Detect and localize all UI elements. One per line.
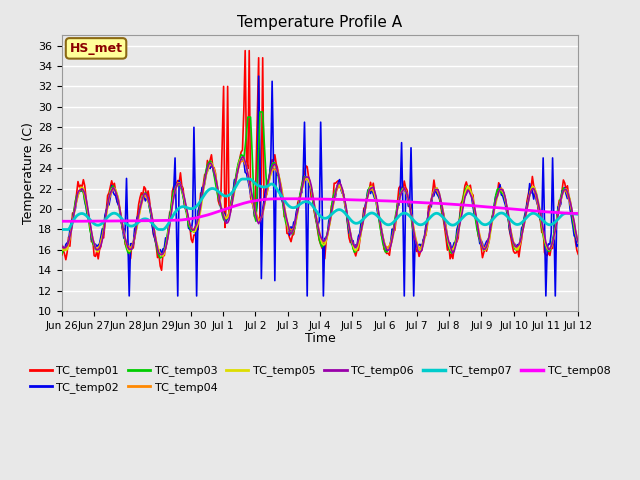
TC_temp06 bbox=[239, 154, 246, 160]
Title: Temperature Profile A: Temperature Profile A bbox=[237, 15, 403, 30]
TC_temp08 bbox=[506, 206, 513, 212]
TC_temp06 bbox=[326, 217, 334, 223]
TC_temp03 bbox=[256, 109, 264, 115]
TC_temp07 bbox=[574, 211, 582, 217]
TC_temp02 bbox=[92, 241, 99, 247]
TC_temp04 bbox=[240, 158, 248, 164]
TC_temp02 bbox=[125, 293, 133, 299]
TC_temp02 bbox=[255, 73, 262, 79]
Text: HS_met: HS_met bbox=[70, 42, 122, 55]
TC_temp03 bbox=[574, 236, 582, 242]
TC_temp02 bbox=[429, 192, 436, 198]
TC_temp03 bbox=[326, 215, 334, 220]
TC_temp02 bbox=[76, 188, 83, 193]
TC_temp01 bbox=[58, 252, 66, 258]
TC_temp04 bbox=[92, 244, 99, 250]
TC_temp08 bbox=[291, 196, 299, 202]
TC_temp06 bbox=[76, 188, 83, 193]
TC_temp06 bbox=[429, 192, 436, 198]
TC_temp05 bbox=[574, 240, 582, 245]
Y-axis label: Temperature (C): Temperature (C) bbox=[22, 122, 35, 224]
TC_temp06 bbox=[157, 252, 165, 258]
TC_temp06 bbox=[506, 220, 513, 226]
TC_temp07 bbox=[428, 214, 435, 219]
TC_temp03 bbox=[58, 251, 66, 257]
TC_temp05 bbox=[58, 246, 66, 252]
TC_temp03 bbox=[573, 237, 580, 242]
Line: TC_temp03: TC_temp03 bbox=[62, 112, 578, 258]
TC_temp04 bbox=[159, 252, 167, 257]
TC_temp02 bbox=[574, 241, 582, 247]
Line: TC_temp07: TC_temp07 bbox=[62, 179, 578, 229]
TC_temp07 bbox=[325, 214, 333, 220]
TC_temp08 bbox=[574, 211, 582, 216]
TC_temp08 bbox=[429, 200, 436, 206]
TC_temp02 bbox=[573, 244, 580, 250]
TC_temp01 bbox=[157, 267, 165, 273]
TC_temp04 bbox=[76, 189, 83, 194]
TC_temp03 bbox=[429, 193, 436, 199]
TC_temp07 bbox=[92, 222, 99, 228]
TC_temp07 bbox=[504, 215, 512, 220]
TC_temp05 bbox=[326, 219, 334, 225]
TC_temp05 bbox=[237, 156, 245, 161]
TC_temp05 bbox=[159, 253, 167, 259]
TC_temp05 bbox=[573, 235, 580, 241]
TC_temp01 bbox=[76, 184, 83, 190]
Line: TC_temp08: TC_temp08 bbox=[62, 199, 578, 221]
TC_temp04 bbox=[573, 234, 580, 240]
TC_temp07 bbox=[76, 211, 83, 217]
TC_temp05 bbox=[429, 191, 436, 197]
TC_temp02 bbox=[326, 214, 334, 219]
TC_temp06 bbox=[574, 239, 582, 245]
TC_temp05 bbox=[76, 188, 83, 193]
TC_temp01 bbox=[326, 216, 334, 221]
TC_temp08 bbox=[66, 218, 74, 224]
TC_temp07 bbox=[244, 176, 252, 182]
TC_temp01 bbox=[506, 228, 513, 233]
Legend: TC_temp01, TC_temp02, TC_temp03, TC_temp04, TC_temp05, TC_temp06, TC_temp07, TC_: TC_temp01, TC_temp02, TC_temp03, TC_temp… bbox=[25, 361, 615, 397]
TC_temp05 bbox=[506, 220, 513, 226]
TC_temp05 bbox=[92, 245, 99, 251]
Line: TC_temp06: TC_temp06 bbox=[62, 157, 578, 255]
Line: TC_temp01: TC_temp01 bbox=[62, 51, 578, 270]
Line: TC_temp02: TC_temp02 bbox=[62, 76, 578, 296]
TC_temp01 bbox=[241, 48, 249, 54]
TC_temp06 bbox=[573, 235, 580, 240]
TC_temp03 bbox=[76, 190, 83, 195]
TC_temp04 bbox=[506, 221, 513, 227]
TC_temp03 bbox=[92, 246, 99, 252]
TC_temp04 bbox=[58, 243, 66, 249]
TC_temp01 bbox=[92, 253, 99, 259]
TC_temp02 bbox=[506, 226, 513, 232]
Line: TC_temp05: TC_temp05 bbox=[62, 158, 578, 256]
TC_temp02 bbox=[58, 242, 66, 248]
TC_temp06 bbox=[92, 246, 99, 252]
X-axis label: Time: Time bbox=[305, 332, 335, 346]
TC_temp04 bbox=[574, 239, 582, 244]
TC_temp01 bbox=[574, 252, 582, 257]
TC_temp08 bbox=[93, 218, 100, 224]
TC_temp03 bbox=[156, 255, 164, 261]
TC_temp08 bbox=[58, 218, 66, 224]
Line: TC_temp04: TC_temp04 bbox=[62, 161, 578, 254]
TC_temp08 bbox=[573, 211, 580, 216]
TC_temp01 bbox=[429, 189, 436, 195]
TC_temp03 bbox=[506, 223, 513, 228]
TC_temp08 bbox=[326, 196, 334, 202]
TC_temp04 bbox=[429, 192, 436, 198]
TC_temp06 bbox=[58, 243, 66, 249]
TC_temp07 bbox=[58, 227, 66, 232]
TC_temp08 bbox=[77, 218, 84, 224]
TC_temp01 bbox=[573, 248, 580, 253]
TC_temp07 bbox=[572, 211, 579, 217]
TC_temp04 bbox=[326, 219, 334, 225]
